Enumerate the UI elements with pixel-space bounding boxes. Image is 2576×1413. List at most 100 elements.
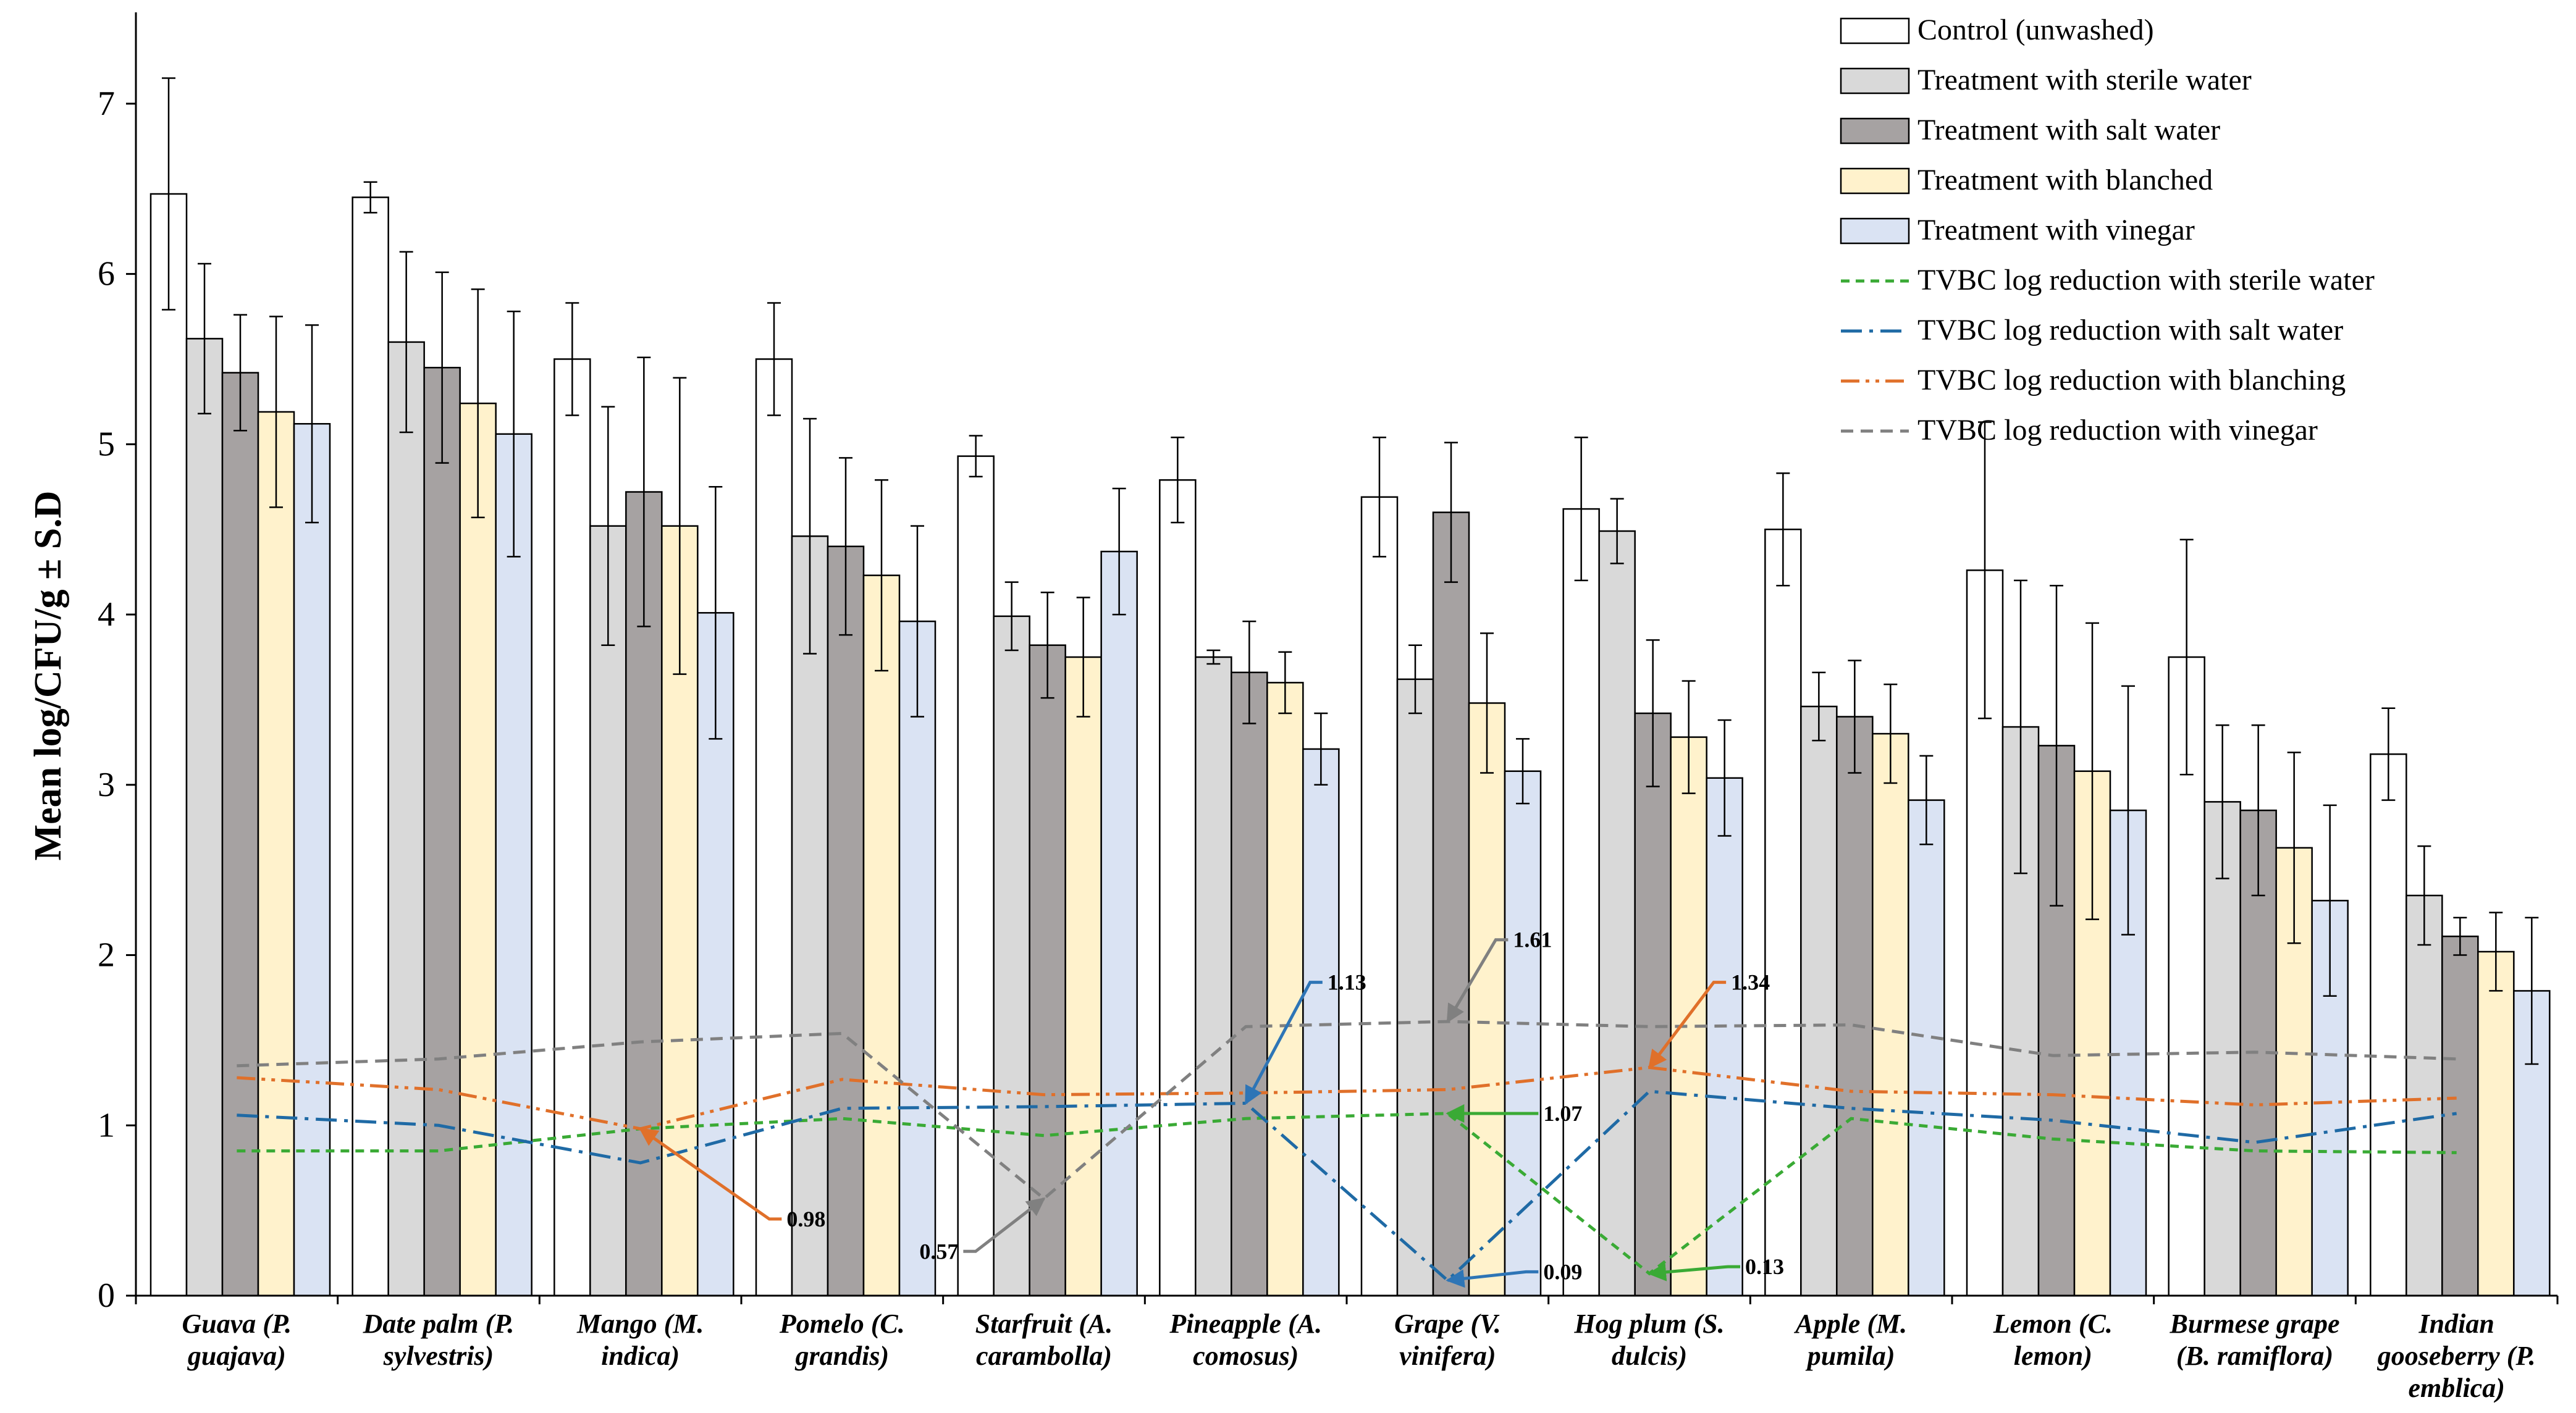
bar	[1029, 644, 1066, 1297]
annotation: 1.61	[1446, 928, 1552, 1023]
bar	[2441, 935, 2479, 1297]
category-label: Indian gooseberry (P. emblica)	[2377, 1309, 2536, 1403]
legend-label: Control (unwashed)	[1917, 14, 2154, 46]
bar	[459, 402, 497, 1297]
axes-layer: 0 1 2 3 4 5 6 7 Guava (P. guajava) Date palm (P. sy…	[27, 12, 2559, 1403]
legend-swatch	[1840, 17, 1910, 44]
category-label: Pineapple (A. comosus)	[1169, 1309, 1322, 1371]
annotation-arrow	[1446, 1269, 1539, 1288]
series-line	[237, 1020, 2457, 1201]
bar	[1266, 682, 1304, 1297]
series-line	[237, 1089, 2457, 1283]
bar	[1836, 716, 1874, 1297]
bar	[791, 535, 829, 1297]
bar	[755, 358, 793, 1297]
category-label: Date palm (P. sylvestris)	[363, 1309, 515, 1371]
legend-swatch	[1840, 117, 1910, 145]
category-label: Starfruit (A. carambolla)	[975, 1309, 1113, 1371]
bar	[898, 620, 937, 1297]
bar	[1159, 479, 1197, 1297]
y-tick-label: 7	[98, 85, 115, 123]
annotation: 0.57	[919, 1197, 1046, 1264]
category-label: Apple (M. pumila)	[1793, 1309, 1907, 1371]
bar	[293, 422, 331, 1297]
legend-label: TVBC log reduction with blanching	[1917, 364, 2346, 396]
annotation-label: 0.09	[1543, 1259, 1582, 1284]
bar	[257, 411, 295, 1297]
bar	[1231, 671, 1268, 1297]
annotation-arrow	[1446, 938, 1509, 1023]
annotation-label: 1.07	[1543, 1101, 1582, 1126]
category-label: Guava (P. guajava)	[182, 1309, 292, 1371]
bar	[1432, 511, 1470, 1297]
bar	[423, 367, 461, 1297]
annotation-label: 1.61	[1513, 928, 1552, 952]
bar	[1634, 712, 1672, 1297]
legend: Control (unwashed) Treatment with sterile…	[1840, 14, 2375, 447]
y-tick-label: 4	[98, 595, 115, 634]
annotation: 0.09	[1446, 1259, 1582, 1288]
annotation: 0.13	[1648, 1254, 1784, 1281]
lines-layer	[237, 1020, 2457, 1283]
y-tick-label: 5	[98, 425, 115, 463]
bar	[1562, 508, 1600, 1297]
bar	[495, 433, 532, 1297]
annotation-arrow	[639, 1127, 782, 1221]
annotation-arrow	[1244, 981, 1323, 1105]
bar	[957, 455, 995, 1297]
bar	[1872, 732, 1909, 1297]
category-label: Lemon (C. lemon)	[1993, 1309, 2113, 1371]
y-tick-label: 0	[98, 1277, 115, 1315]
legend-swatch	[1840, 167, 1910, 195]
bar	[1302, 748, 1340, 1297]
bar	[221, 372, 259, 1297]
y-tick-label: 1	[98, 1106, 115, 1144]
bar	[589, 525, 627, 1297]
category-label: Hog plum (S. dulcis)	[1573, 1309, 1724, 1371]
bar	[1504, 770, 1542, 1297]
bar	[862, 574, 901, 1297]
bar	[1468, 702, 1506, 1297]
bar	[1598, 530, 1636, 1297]
bar	[1396, 678, 1434, 1297]
category-label: Grape (V. vinifera)	[1394, 1309, 1501, 1371]
annotation-arrow	[1648, 1262, 1740, 1281]
bar	[2370, 753, 2407, 1297]
legend-swatch	[1840, 67, 1910, 94]
bar	[1360, 496, 1399, 1297]
annotation-label: 0.13	[1745, 1254, 1784, 1279]
series-line	[237, 1066, 2457, 1131]
category-label: Burmese grape (B. ramiflora)	[2170, 1309, 2340, 1371]
bar	[1800, 705, 1838, 1297]
legend-swatch	[1840, 217, 1910, 245]
annotation: 1.34	[1648, 970, 1770, 1069]
annotation-arrow	[963, 1197, 1046, 1253]
legend-label: TVBC log reduction with salt water	[1917, 314, 2343, 346]
category-label: Pomelo (C. grandis)	[779, 1309, 905, 1371]
bar	[149, 193, 188, 1297]
legend-label: Treatment with vinegar	[1917, 214, 2195, 246]
annotation-label: 1.34	[1731, 970, 1770, 995]
bar	[993, 615, 1030, 1297]
bar	[351, 196, 389, 1297]
legend-label: Treatment with blanched	[1917, 164, 2213, 196]
bar	[1100, 550, 1138, 1297]
y-tick-label: 6	[98, 255, 115, 293]
bars-layer	[149, 77, 2551, 1297]
y-tick-label: 2	[98, 936, 115, 975]
annotations-layer: 0.98 0.57 1.13 1.61 1.07 0.09 1.34 0.13	[639, 928, 1784, 1288]
bar	[1908, 799, 1945, 1297]
bar	[2406, 894, 2443, 1297]
bar	[1195, 656, 1232, 1297]
legend-label: TVBC log reduction with vinegar	[1917, 414, 2318, 447]
bar	[1064, 656, 1102, 1297]
bar	[2477, 950, 2515, 1297]
legend-label: TVBC log reduction with sterile water	[1917, 264, 2375, 296]
annotation-label: 1.13	[1328, 970, 1366, 995]
y-tick-label: 3	[98, 766, 115, 804]
annotation-arrow	[1648, 981, 1727, 1069]
legend-label: Treatment with sterile water	[1917, 64, 2252, 96]
legend-label: Treatment with salt water	[1917, 114, 2220, 146]
y-axis-title: Mean log/CFU/g ± S.D	[27, 491, 69, 861]
